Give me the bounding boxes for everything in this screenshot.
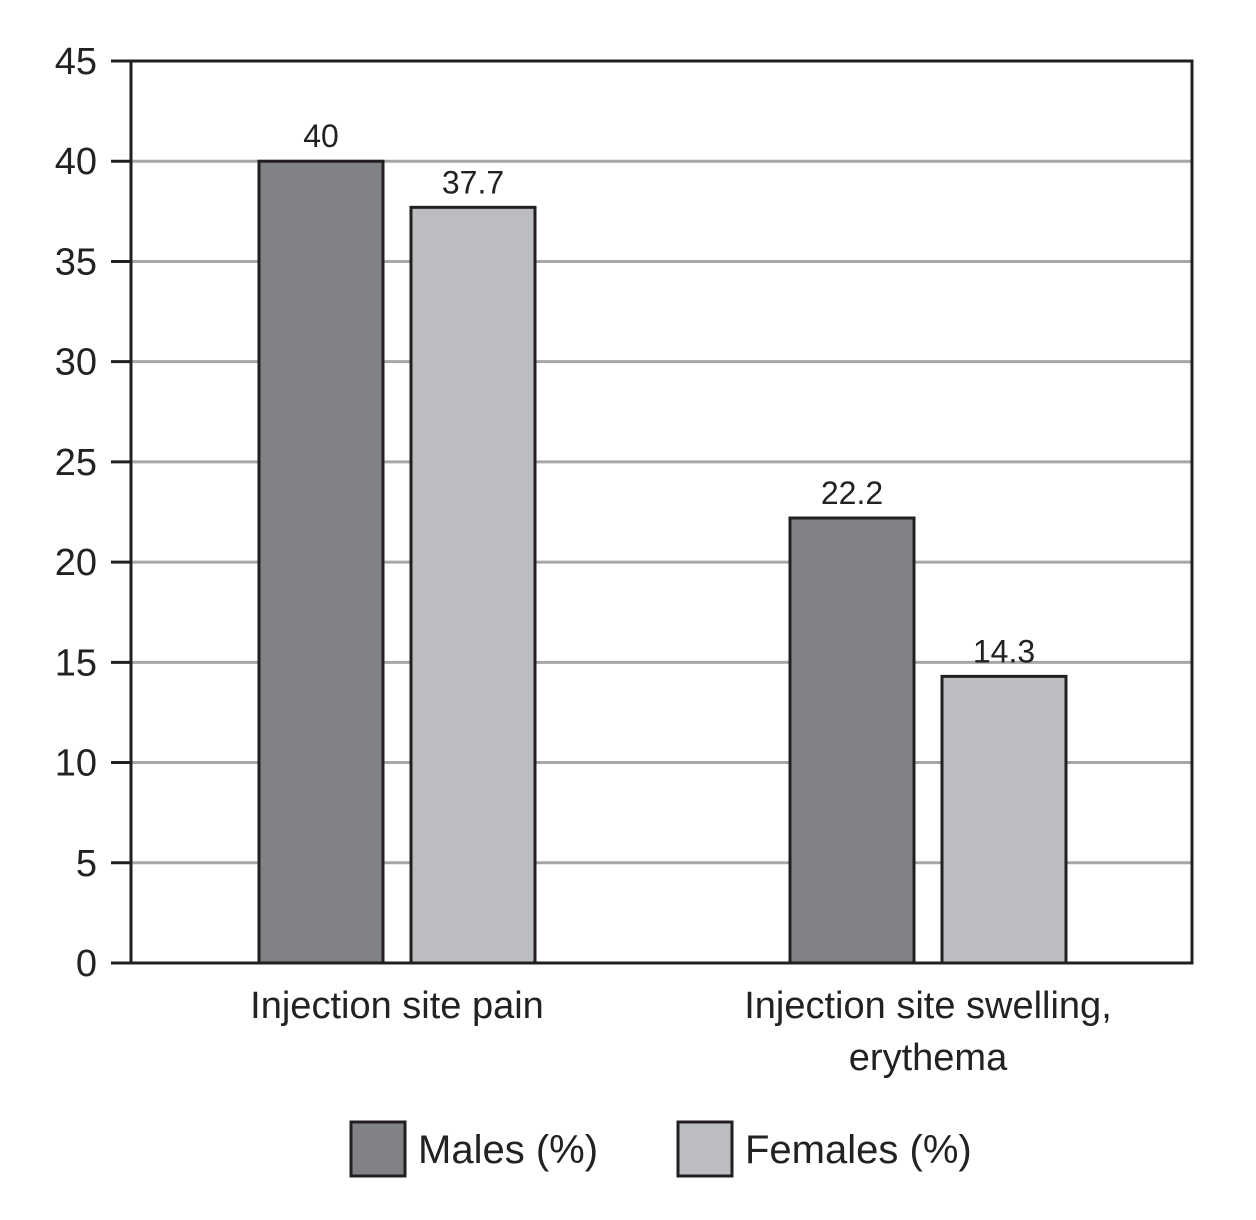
y-tick-label: 45 (55, 41, 97, 83)
category-label: Injection site swelling, (744, 985, 1112, 1027)
y-tick-label: 30 (55, 342, 97, 384)
legend: Males (%) Females (%) (349, 1120, 972, 1178)
category-labels: Injection site pain Injection site swelli… (250, 985, 1112, 1079)
legend-swatch (349, 1120, 407, 1178)
data-label: 37.7 (442, 164, 504, 200)
bar (409, 205, 537, 965)
y-tick-label: 0 (76, 943, 97, 985)
legend-label: Males (%) (418, 1128, 598, 1172)
legend-swatch (676, 1120, 734, 1178)
bars (257, 159, 1068, 965)
y-tick-label: 15 (55, 642, 97, 684)
plot-frame (129, 59, 1194, 965)
y-tick-label: 40 (55, 141, 97, 183)
axes (129, 59, 1194, 965)
data-label: 22.2 (821, 475, 883, 511)
y-tick-label: 10 (55, 743, 97, 785)
data-labels: 40 22.2 37.7 14.3 (303, 118, 1035, 669)
bar (788, 516, 916, 965)
category-label: erythema (849, 1037, 1008, 1079)
y-tick-label: 5 (76, 843, 97, 885)
data-label: 40 (303, 118, 339, 154)
data-label: 14.3 (973, 633, 1035, 669)
y-tick-label: 35 (55, 241, 97, 283)
y-tick-label: 25 (55, 442, 97, 484)
y-tick-label: 20 (55, 542, 97, 584)
bar (257, 159, 385, 965)
legend-label: Females (%) (745, 1128, 972, 1172)
y-axis-ticks: 0 5 10 15 20 25 30 35 40 45 (55, 41, 131, 985)
bar (940, 674, 1068, 965)
category-label: Injection site pain (250, 985, 544, 1027)
